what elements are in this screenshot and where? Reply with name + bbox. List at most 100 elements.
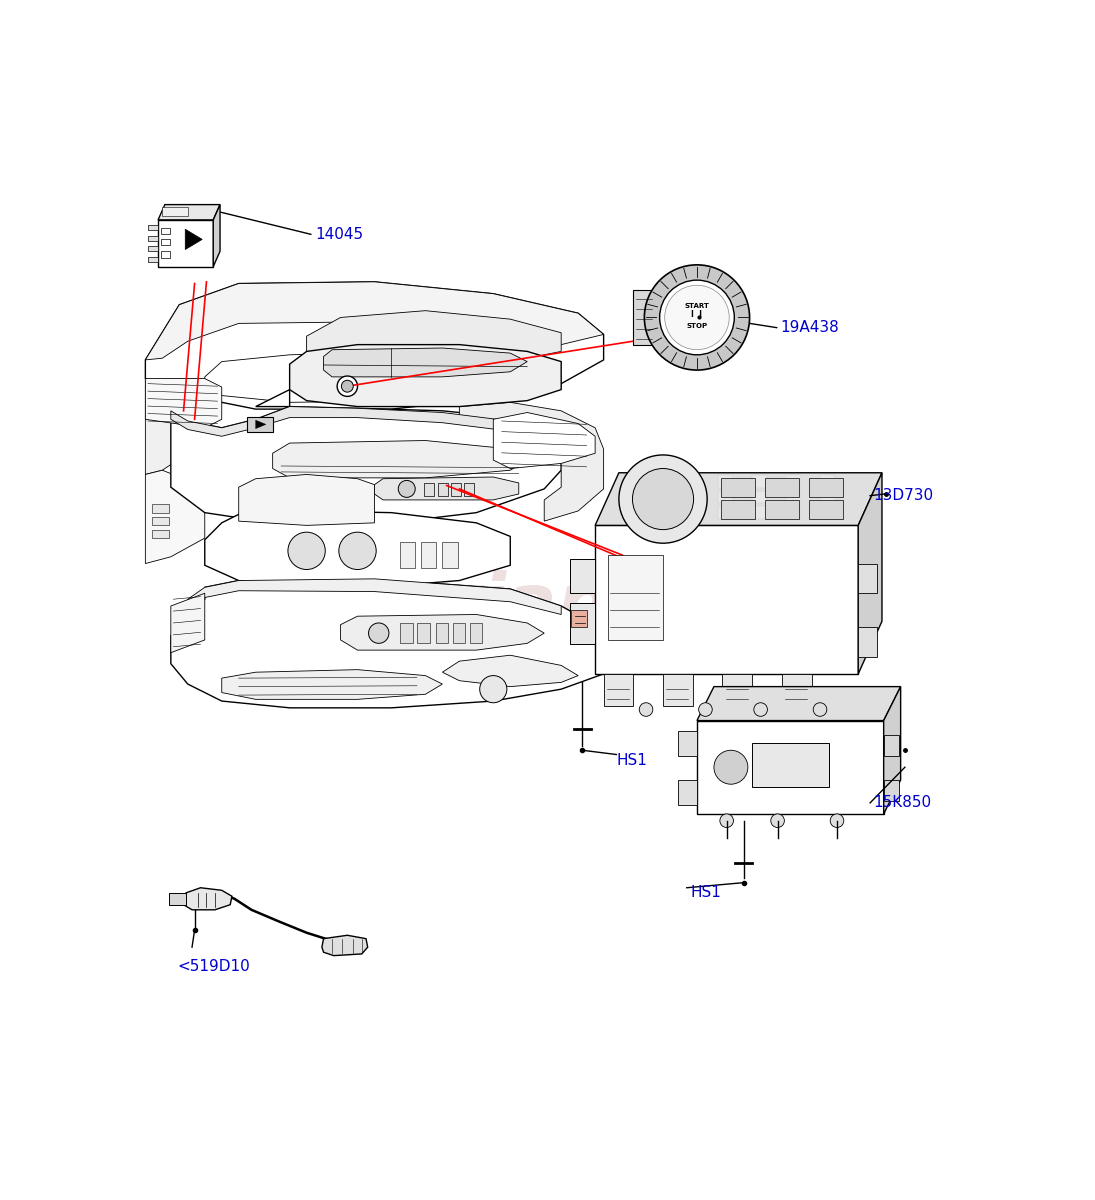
Text: HS1: HS1 [616,752,647,768]
Circle shape [753,703,768,716]
Text: p  a  r  t  s: p a r t s [343,647,492,676]
Bar [858,564,877,593]
Circle shape [771,814,784,828]
Bar [162,208,188,216]
Polygon shape [188,578,561,614]
Polygon shape [205,511,510,587]
Bar [752,743,829,787]
Bar [152,529,169,538]
Bar [470,623,482,643]
Polygon shape [273,440,528,478]
Bar [148,236,158,241]
Polygon shape [752,475,768,488]
Polygon shape [171,578,603,708]
Polygon shape [696,686,900,720]
Text: START: START [684,302,710,308]
Polygon shape [718,506,734,518]
Circle shape [338,532,377,570]
Bar [678,780,698,805]
Circle shape [639,703,653,716]
Bar [148,246,158,251]
Bar [858,628,877,656]
Text: HS1: HS1 [690,886,721,900]
Polygon shape [858,473,881,674]
Polygon shape [374,478,519,500]
Polygon shape [752,506,768,518]
Text: 13D730: 13D730 [874,488,934,503]
Polygon shape [146,282,603,360]
Circle shape [399,480,415,497]
Bar [463,482,474,496]
Polygon shape [214,205,220,266]
Circle shape [633,468,693,529]
Bar [148,224,158,230]
Bar [764,500,799,518]
Circle shape [337,376,357,396]
Bar [572,611,587,628]
Polygon shape [718,491,734,503]
Polygon shape [205,352,544,402]
Polygon shape [460,402,603,521]
Bar [161,239,170,245]
Bar [782,674,811,706]
Polygon shape [324,348,528,377]
Bar [148,257,158,263]
Polygon shape [493,413,596,468]
Polygon shape [171,407,544,440]
Polygon shape [239,474,374,526]
Polygon shape [146,378,188,474]
Bar [569,559,595,593]
Bar [809,500,843,518]
Polygon shape [786,491,802,503]
Circle shape [288,532,325,570]
Bar [608,556,664,640]
Text: STOP: STOP [687,323,707,329]
Bar [721,478,754,497]
Bar [161,251,170,258]
Text: 14045: 14045 [315,227,364,242]
Bar [884,780,899,802]
Bar [438,482,448,496]
Polygon shape [307,311,561,368]
Polygon shape [442,655,578,686]
Bar [764,478,799,497]
Circle shape [342,380,354,392]
Bar [633,290,655,346]
Bar [664,674,693,706]
Polygon shape [596,526,858,674]
Polygon shape [171,390,561,523]
Bar [417,623,429,643]
Bar [809,478,843,497]
Bar [152,504,169,512]
Polygon shape [820,475,835,488]
Circle shape [619,455,707,544]
Polygon shape [255,420,266,428]
Polygon shape [820,491,835,503]
Polygon shape [884,686,900,814]
Polygon shape [341,614,544,650]
Polygon shape [696,720,884,814]
Bar [603,674,633,706]
Text: I  I: I I [691,310,703,318]
Circle shape [665,286,729,349]
Bar [424,482,434,496]
Polygon shape [146,282,603,409]
Text: <519D10: <519D10 [177,959,251,974]
Bar [678,731,698,756]
Polygon shape [185,229,203,250]
Polygon shape [146,470,205,564]
Bar [422,542,437,568]
Bar [400,623,413,643]
Bar [161,228,170,234]
Polygon shape [322,935,368,955]
Polygon shape [752,491,768,503]
Circle shape [644,265,750,370]
Polygon shape [718,475,734,488]
Bar [442,542,458,568]
Bar [169,893,186,905]
Polygon shape [158,220,214,266]
Polygon shape [158,205,220,220]
Circle shape [699,703,712,716]
Text: Guderian: Guderian [223,570,610,642]
Bar [400,542,415,568]
